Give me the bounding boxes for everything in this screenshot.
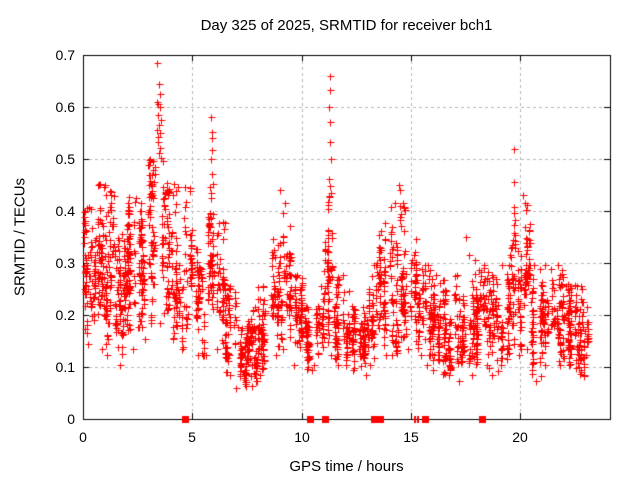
y-tick-label: 0.2 bbox=[55, 307, 75, 323]
y-tick-label: 0.5 bbox=[55, 151, 75, 167]
y-tick-label: 0 bbox=[67, 411, 75, 427]
y-tick-label: 0.7 bbox=[55, 47, 75, 63]
x-tick-label: 20 bbox=[512, 429, 528, 445]
x-tick-label: 10 bbox=[294, 429, 310, 445]
y-tick-label: 0.1 bbox=[55, 359, 75, 375]
y-axis-label: SRMTID / TECUs bbox=[11, 177, 29, 297]
y-tick-label: 0.6 bbox=[55, 99, 75, 115]
x-tick-label: 5 bbox=[188, 429, 196, 445]
x-tick-label: 0 bbox=[79, 429, 87, 445]
y-tick-label: 0.3 bbox=[55, 255, 75, 271]
x-tick-label: 15 bbox=[403, 429, 419, 445]
chart-title: Day 325 of 2025, SRMTID for receiver bch… bbox=[200, 17, 493, 34]
y-tick-label: 0.4 bbox=[55, 203, 75, 219]
x-axis-label: GPS time / hours bbox=[289, 458, 404, 475]
